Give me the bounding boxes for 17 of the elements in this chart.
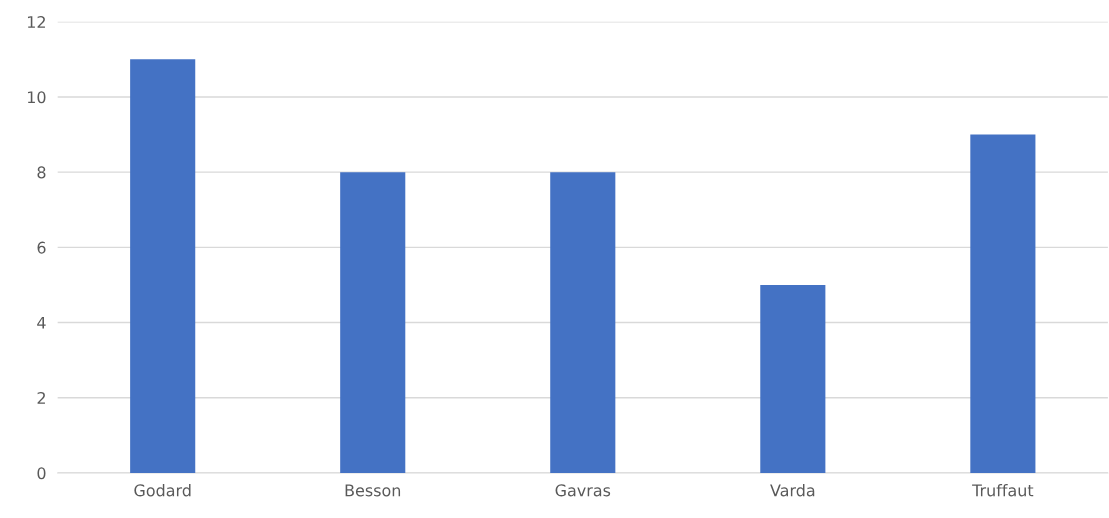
y-tick-label: 0	[37, 467, 46, 480]
x-tick-label: Truffaut	[972, 484, 1034, 497]
y-tick-label: 4	[37, 316, 46, 329]
x-tick-label: Besson	[345, 484, 401, 497]
y-tick-label: 8	[37, 166, 46, 179]
y-tick-label: 12	[27, 15, 45, 28]
bar	[130, 59, 196, 473]
x-tick-label: Varda	[770, 484, 815, 497]
bar	[970, 134, 1036, 473]
bar	[340, 172, 406, 473]
y-tick-label: 2	[37, 391, 45, 404]
x-tick-label: Gavras	[555, 484, 611, 497]
x-tick-label: Godard	[134, 484, 191, 497]
bar	[760, 284, 826, 473]
y-tick-label: 6	[37, 241, 46, 254]
y-tick-label: 10	[27, 91, 46, 104]
bar	[550, 172, 616, 473]
